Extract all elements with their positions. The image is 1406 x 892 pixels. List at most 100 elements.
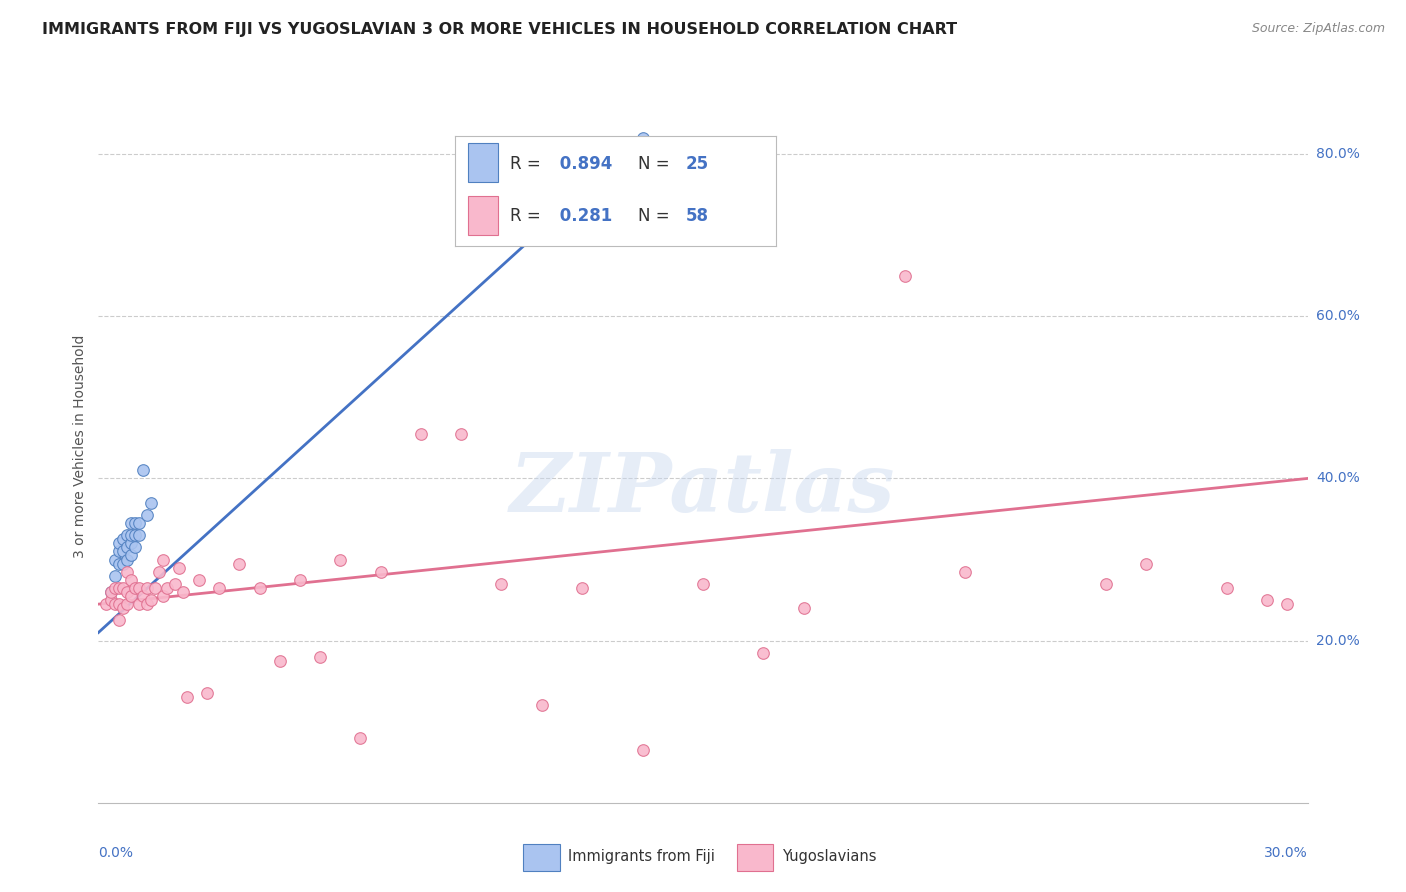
Point [115, 585, 138, 599]
Point [96, 597, 118, 611]
Text: Source: ZipAtlas.com: Source: ZipAtlas.com [1251, 22, 1385, 36]
Text: 20.0%: 20.0% [1316, 633, 1360, 648]
Point [793, 601, 815, 615]
Text: 60.0%: 60.0% [1316, 310, 1360, 323]
Point [107, 597, 129, 611]
Point [128, 528, 150, 542]
Y-axis label: 3 or more Vehicles in Household: 3 or more Vehicles in Household [73, 334, 87, 558]
Point [107, 581, 129, 595]
Text: N =: N = [638, 207, 675, 225]
Point [167, 560, 190, 574]
Point [111, 601, 134, 615]
Text: 58: 58 [686, 207, 709, 225]
Point [128, 516, 150, 530]
Point [120, 573, 142, 587]
Point [132, 463, 155, 477]
Point [409, 426, 432, 441]
Point [208, 581, 231, 595]
Point [1277, 597, 1299, 611]
Point [1216, 581, 1239, 595]
FancyBboxPatch shape [737, 844, 773, 871]
Point [120, 549, 142, 563]
Point [124, 581, 146, 595]
Point [115, 552, 138, 566]
Point [120, 516, 142, 530]
Point [135, 508, 157, 522]
Point [1256, 593, 1278, 607]
Point [111, 533, 134, 547]
Point [176, 690, 198, 705]
Point [163, 577, 186, 591]
Point [111, 544, 134, 558]
Text: Yugoslavians: Yugoslavians [782, 849, 876, 863]
Point [107, 613, 129, 627]
Point [152, 552, 174, 566]
Point [103, 568, 125, 582]
Point [249, 581, 271, 595]
Point [120, 589, 142, 603]
FancyBboxPatch shape [468, 196, 498, 235]
Point [139, 593, 162, 607]
Text: 30.0%: 30.0% [1264, 846, 1308, 860]
Text: 0.0%: 0.0% [98, 846, 134, 860]
Point [100, 585, 122, 599]
Point [103, 552, 125, 566]
Point [309, 649, 332, 664]
Point [128, 597, 150, 611]
Point [370, 565, 392, 579]
Point [893, 268, 915, 283]
Text: ZIPatlas: ZIPatlas [510, 449, 896, 529]
Point [139, 496, 162, 510]
Text: 80.0%: 80.0% [1316, 147, 1360, 161]
Point [530, 698, 553, 713]
Point [135, 597, 157, 611]
Point [631, 131, 654, 145]
Text: Immigrants from Fiji: Immigrants from Fiji [568, 849, 714, 863]
Point [1135, 557, 1157, 571]
Point [195, 686, 218, 700]
FancyBboxPatch shape [523, 844, 560, 871]
Point [135, 581, 157, 595]
Point [100, 593, 122, 607]
Point [115, 541, 138, 555]
Point [124, 541, 146, 555]
Point [124, 528, 146, 542]
Point [152, 589, 174, 603]
Point [115, 528, 138, 542]
Point [571, 581, 593, 595]
Point [128, 581, 150, 595]
Point [120, 528, 142, 542]
Point [752, 646, 775, 660]
Point [132, 589, 155, 603]
Point [103, 597, 125, 611]
Point [188, 573, 211, 587]
Text: IMMIGRANTS FROM FIJI VS YUGOSLAVIAN 3 OR MORE VEHICLES IN HOUSEHOLD CORRELATION : IMMIGRANTS FROM FIJI VS YUGOSLAVIAN 3 OR… [42, 22, 957, 37]
Point [491, 577, 513, 591]
Point [349, 731, 371, 745]
Point [1095, 577, 1118, 591]
Point [450, 426, 472, 441]
Point [288, 573, 311, 587]
Point [107, 544, 129, 558]
Text: 40.0%: 40.0% [1316, 472, 1360, 485]
Point [156, 581, 179, 595]
Point [953, 565, 976, 579]
Text: N =: N = [638, 155, 675, 173]
FancyBboxPatch shape [468, 144, 498, 182]
Text: 0.281: 0.281 [554, 207, 613, 225]
Point [692, 577, 714, 591]
Point [115, 565, 138, 579]
Point [111, 581, 134, 595]
Point [228, 557, 250, 571]
Point [269, 654, 291, 668]
Point [107, 536, 129, 550]
Point [124, 516, 146, 530]
Point [100, 585, 122, 599]
Point [115, 597, 138, 611]
Text: R =: R = [509, 207, 546, 225]
Point [148, 565, 170, 579]
Point [103, 581, 125, 595]
Text: 25: 25 [686, 155, 709, 173]
Text: 0.894: 0.894 [554, 155, 613, 173]
Point [143, 581, 166, 595]
